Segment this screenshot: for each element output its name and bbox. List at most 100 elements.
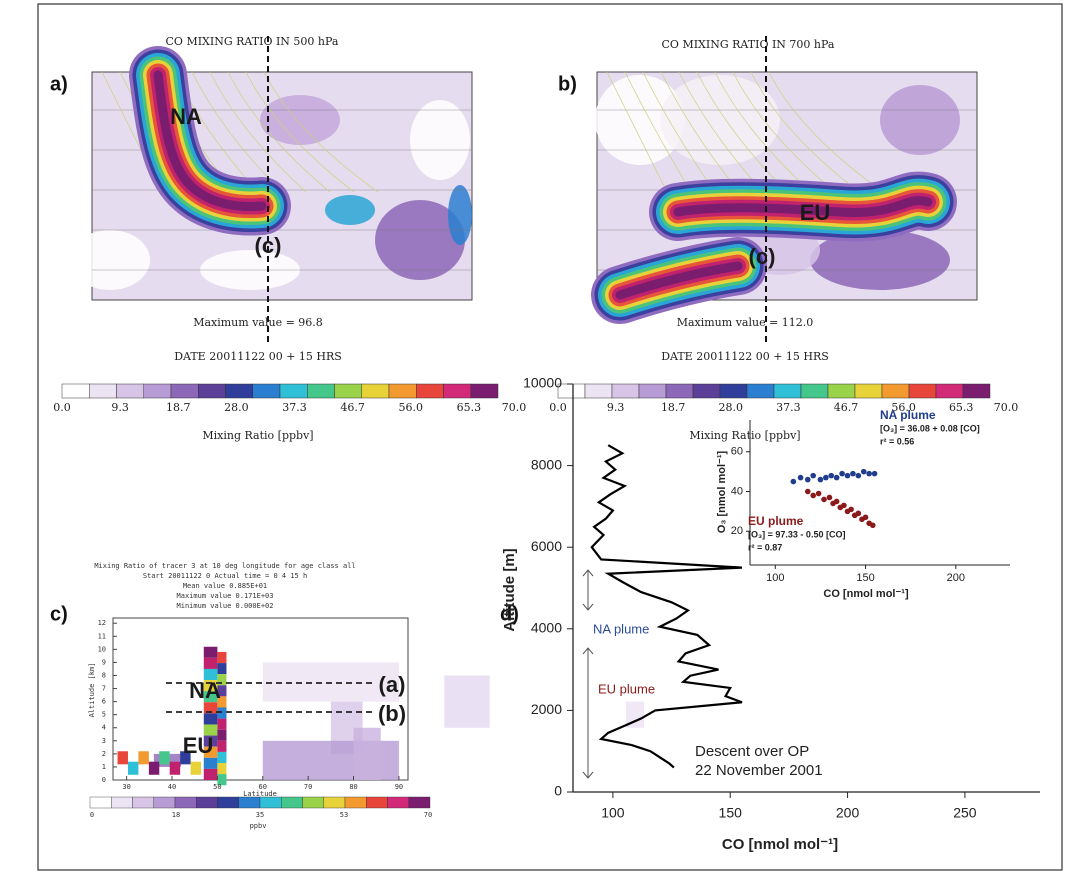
scatter-point: [815, 490, 822, 497]
colorbar-tick-label: 56.0: [399, 401, 424, 414]
inset-y-axis-label: O₃ [nmol mol⁻¹]: [716, 450, 728, 533]
fit-equation: [O₃] = 36.08 + 0.08 [CO]: [880, 423, 980, 433]
colorbar-segment: [387, 796, 409, 809]
map-field: [810, 230, 950, 290]
scatter-point: [823, 474, 829, 481]
field-cell: [217, 740, 227, 752]
contour: [714, 71, 812, 193]
colorbar-segment: [692, 383, 721, 399]
contour: [642, 71, 716, 193]
map-field: [325, 195, 375, 225]
contour: [696, 71, 788, 193]
scatter-point: [833, 474, 840, 481]
inset-y-tick-label: 20: [731, 525, 743, 537]
y-tick-label: 5: [102, 711, 106, 719]
annotation: Descent over OP: [695, 743, 809, 760]
map-field: [448, 185, 472, 245]
inset-x-axis-label: CO [nmol mol⁻¹]: [823, 588, 909, 600]
panel-label: a): [50, 73, 68, 95]
plume-label: NA: [189, 678, 221, 703]
arrow-head: [582, 569, 594, 611]
colorbar-segment: [89, 796, 112, 809]
y-tick-label: 2: [102, 750, 106, 758]
scatter-point: [826, 494, 833, 501]
colorbar-tick-label: 0.0: [53, 401, 71, 414]
colorbar-label: ppbv: [250, 822, 267, 830]
contour: [678, 71, 764, 193]
field-cell: [117, 751, 128, 765]
scatter-point: [790, 478, 797, 485]
plume: [153, 70, 267, 211]
colorbar-segment: [366, 796, 388, 809]
field-cell: [217, 729, 227, 741]
scatter-point: [833, 498, 840, 505]
y-tick-label: 11: [98, 632, 106, 640]
inset-y-tick-label: 60: [731, 446, 743, 458]
colorbar-segment: [881, 383, 910, 399]
colorbar-segment: [252, 383, 281, 399]
scatter-point: [844, 472, 851, 479]
colorbar-tick-label: 70.0: [994, 401, 1019, 414]
y-tick-label: 7: [102, 685, 106, 693]
annotation: 22 November 2001: [695, 762, 823, 779]
level-label: (a): [379, 672, 406, 697]
scatter-point: [841, 502, 847, 509]
colorbar-segment: [408, 796, 431, 809]
field-cell: [203, 702, 218, 714]
field-cell: [127, 761, 139, 775]
y-axis-label: Altitude [m]: [501, 548, 518, 631]
colorbar-tick-label: 35: [256, 811, 264, 819]
colorbar-tick-label: 65.3: [457, 401, 482, 414]
field-cell: [217, 718, 227, 730]
map-title: CO MIXING RATIO IN 700 hPa: [662, 38, 835, 51]
x-tick-label: 150: [719, 805, 743, 821]
colorbar-tick-label: 0.0: [549, 401, 567, 414]
section-label: (c): [255, 233, 282, 258]
colorbar-segment: [143, 383, 172, 399]
scatter-point: [797, 474, 804, 481]
plume: [615, 261, 743, 300]
arrow-head: [582, 647, 594, 779]
colorbar-segment: [198, 383, 226, 399]
y-tick-label: 0: [554, 783, 562, 799]
inset-x-tick-label: 150: [856, 572, 874, 584]
scatter-point: [810, 492, 816, 499]
x-tick-label: 40: [168, 783, 176, 791]
colorbar-segment: [153, 796, 176, 809]
annotation: NA plume: [593, 621, 649, 636]
colorbar-segment: [854, 383, 883, 399]
colorbar-tick-label: 65.3: [949, 401, 974, 414]
colorbar-tick-label: 46.7: [340, 401, 365, 414]
colorbar-segment: [334, 383, 362, 399]
colorbar-tick-label: 18.7: [166, 401, 191, 414]
field-cell: [148, 761, 160, 775]
field-cell: [203, 691, 218, 703]
map-title: CO MIXING RATIO IN 500 hPa: [166, 35, 339, 48]
profile-chart: 0 2000 4000 6000 8000 10000 100 150 200 250 CO [nm…: [501, 375, 1040, 853]
colorbar-tick-label: 28.0: [224, 401, 249, 414]
x-tick-label: 70: [304, 783, 312, 791]
panel-label: c): [50, 603, 68, 625]
colorbar-tick-label: 18: [172, 811, 180, 819]
colorbar-tick-label: 56.0: [891, 401, 916, 414]
colorbar-segment: [361, 383, 390, 399]
y-tick-label: 10000: [523, 375, 562, 391]
field-cell: [203, 724, 218, 736]
plume-label: EU: [800, 200, 831, 225]
field-cell: [353, 727, 381, 780]
plume-label: EU: [183, 733, 214, 758]
date: DATE 20011122 00 + 15 HRS: [661, 350, 829, 363]
colorbar-segment: [196, 796, 218, 809]
plot-header: Minimum value 0.000E+02: [177, 602, 274, 610]
field-cell: [138, 751, 149, 765]
field-cell: [217, 774, 227, 786]
x-tick-label: 60: [259, 783, 267, 791]
level-label: (b): [378, 701, 406, 726]
legend-name: NA plume: [880, 408, 936, 422]
y-tick-label: 3: [102, 737, 106, 745]
scatter-point: [869, 522, 876, 529]
colorbar-segment: [307, 383, 335, 399]
contour: [606, 71, 668, 193]
